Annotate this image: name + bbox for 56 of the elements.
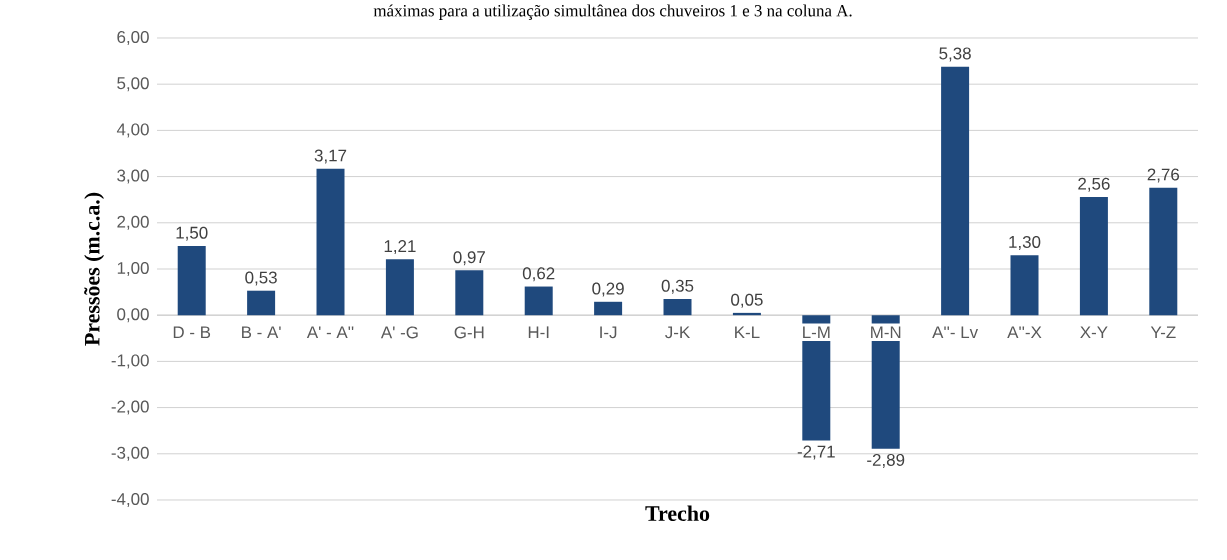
y-tick-label: 4,00 — [116, 123, 149, 138]
bar — [524, 286, 553, 316]
bar — [941, 66, 970, 316]
x-tick-label: A' -G — [380, 326, 418, 339]
data-label: 0,35 — [661, 279, 694, 294]
x-tick-label: H-I — [528, 326, 549, 339]
x-tick-label: M-N — [871, 326, 901, 339]
x-axis-title: Trecho — [645, 505, 710, 521]
bar — [1010, 255, 1039, 316]
bar — [1079, 196, 1108, 316]
y-axis-title: Pressões (m.c.a.) — [84, 192, 105, 346]
chart-title: máximas para a utilização simultânea dos chuveiros 1 e 3 na coluna A. — [373, 4, 852, 20]
bar — [1149, 187, 1178, 316]
y-tick-label: 3,00 — [117, 169, 149, 184]
data-label: -2,89 — [867, 453, 905, 468]
data-label: 0,97 — [453, 251, 485, 266]
bar — [385, 259, 414, 316]
x-tick-label: K-L — [735, 326, 760, 339]
bar — [663, 299, 692, 316]
y-tick-label: -2,00 — [111, 400, 149, 415]
x-tick-label: L-M — [803, 326, 830, 339]
data-label: 2,56 — [1078, 177, 1110, 192]
bar — [455, 270, 484, 316]
x-tick-label: I-J — [600, 326, 617, 339]
data-label: 2,76 — [1147, 168, 1180, 183]
x-tick-label: J-K — [665, 326, 691, 339]
data-label: 5,38 — [939, 47, 971, 62]
y-tick-label: -4,00 — [111, 492, 149, 507]
x-tick-label: X-Y — [1080, 326, 1108, 339]
data-label: -2,71 — [797, 445, 835, 460]
x-tick-label: G-H — [454, 326, 484, 339]
y-tick-label: 0,00 — [117, 308, 149, 323]
data-label: 0,05 — [731, 293, 763, 308]
bar — [594, 301, 623, 316]
data-label: 0,62 — [522, 267, 555, 282]
y-tick-label: 2,00 — [117, 215, 149, 230]
x-tick-label: A''- Lv — [932, 326, 979, 339]
x-tick-label: B - A' — [242, 326, 281, 339]
data-label: 1,30 — [1009, 235, 1041, 250]
data-label: 1,50 — [176, 226, 208, 241]
data-label: 0,53 — [245, 271, 277, 286]
y-tick-label: 1,00 — [117, 261, 149, 276]
x-tick-label: Y-Z — [1150, 326, 1176, 339]
y-tick-label: -3,00 — [111, 446, 149, 461]
y-tick-label: 6,00 — [117, 30, 149, 45]
data-label: 1,21 — [384, 240, 416, 255]
x-tick-label: A' - A'' — [306, 326, 354, 339]
bar — [316, 168, 345, 316]
data-label: 0,29 — [592, 282, 624, 297]
bar — [247, 290, 276, 316]
y-tick-label: 5,00 — [117, 77, 149, 92]
bar — [177, 245, 206, 316]
x-tick-label: A''-X — [1007, 326, 1042, 339]
y-tick-label: -1,00 — [111, 354, 149, 369]
x-tick-label: D - B — [173, 326, 211, 339]
data-label: 3,17 — [314, 149, 347, 164]
